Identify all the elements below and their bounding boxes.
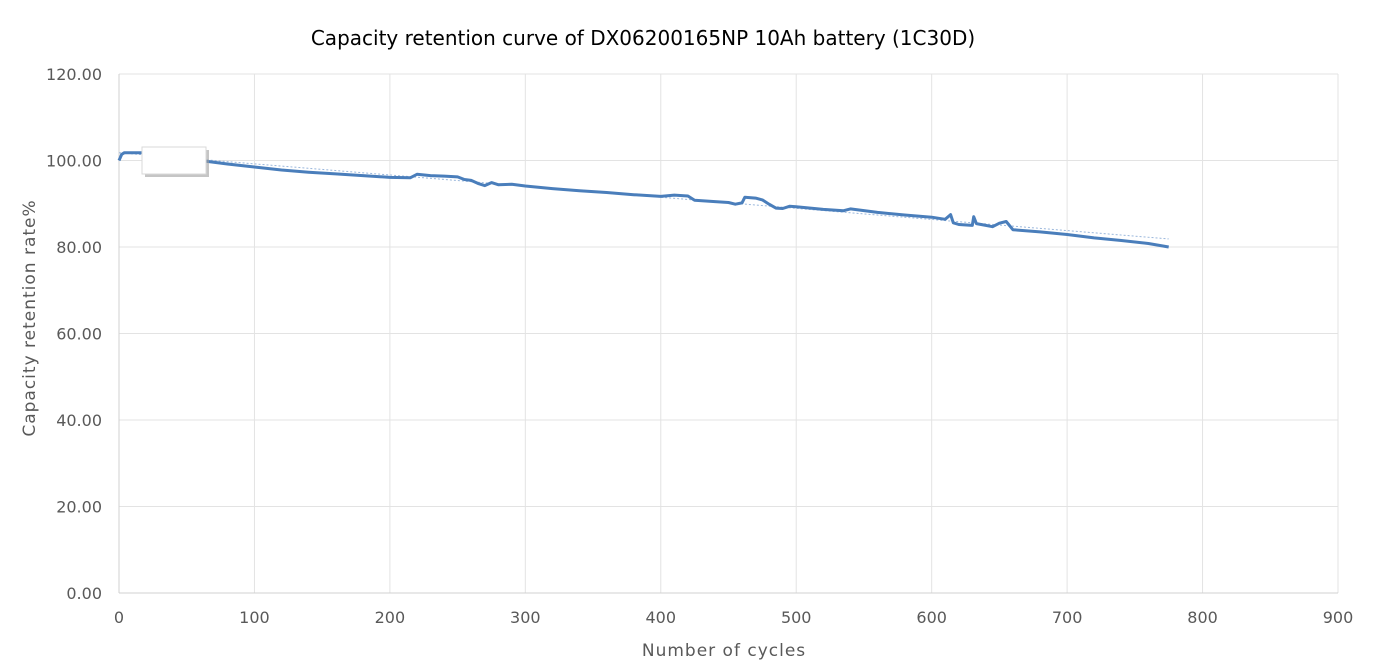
y-tick-label: 80.00	[56, 238, 102, 257]
x-tick-label: 300	[510, 608, 541, 627]
y-tick-labels: 0.00 20.00 40.00 60.00 80.00 100.00 120.00	[46, 65, 102, 603]
x-axis-label: Number of cycles	[642, 641, 806, 661]
x-tick-label: 0	[114, 608, 124, 627]
x-tick-labels: 0 100 200 300 400 500 600 700 800 900	[114, 608, 1353, 627]
y-tick-label: 20.00	[56, 498, 102, 517]
x-tick-label: 500	[781, 608, 812, 627]
x-tick-label: 700	[1052, 608, 1083, 627]
x-tick-label: 400	[646, 608, 677, 627]
x-tick-label: 900	[1323, 608, 1354, 627]
x-tick-label: 800	[1187, 608, 1218, 627]
x-tick-label: 200	[375, 608, 406, 627]
y-tick-label: 120.00	[46, 65, 102, 84]
grid-lines	[119, 73, 1339, 593]
y-tick-label: 60.00	[56, 325, 102, 344]
legend-box	[141, 146, 209, 177]
x-tick-label: 600	[916, 608, 947, 627]
chart-title: Capacity retention curve of DX06200165NP…	[311, 26, 975, 50]
x-tick-label: 100	[239, 608, 270, 627]
y-tick-label: 100.00	[46, 152, 102, 171]
y-axis-label: Capacity retention rate%	[20, 199, 40, 436]
series-line	[117, 151, 1169, 249]
y-tick-label: 0.00	[66, 584, 102, 603]
y-tick-label: 40.00	[56, 411, 102, 430]
